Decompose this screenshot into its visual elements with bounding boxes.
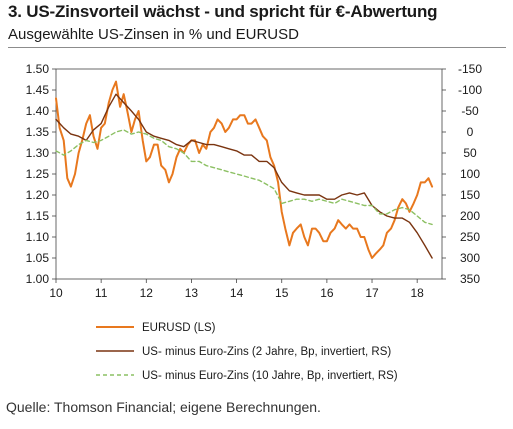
right-axis-tick-label: 50 [463,146,477,160]
series-line-3 [55,129,433,226]
left-axis-tick-label: 1.30 [26,146,50,160]
left-axis-tick-label: 1.50 [26,62,50,76]
right-axis-tick-label: -50 [461,104,479,118]
right-axis-tick-label: 200 [460,209,480,223]
legend-label-3: US- minus Euro-Zins (10 Jahre, Bp, inver… [142,370,398,382]
x-axis-tick-label: 17 [365,286,379,300]
left-axis-tick-label: 1.20 [26,188,50,202]
x-axis-tick-label: 16 [320,286,334,300]
right-axis-tick-label: 0 [467,125,474,139]
right-axis-tick-label: 100 [460,167,480,181]
right-axis-tick-label: -150 [458,62,482,76]
x-axis-tick-label: 11 [95,286,108,300]
series-line-2 [55,93,433,259]
left-axis-tick-label: 1.40 [26,104,50,118]
legend-label-1: EURUSD (LS) [142,322,216,334]
right-axis-tick-label: 300 [460,251,480,265]
series-line-1 [55,80,434,259]
chart-title: 3. US-Zinsvorteil wächst - und spricht f… [8,2,438,21]
right-axis-tick-label: 350 [460,272,480,286]
right-axis-tick-label: 150 [460,188,480,202]
left-axis-tick-label: 1.05 [26,251,50,265]
x-axis-tick-label: 10 [49,286,63,300]
left-axis-tick-label: 1.00 [26,272,50,286]
source-note: Quelle: Thomson Financial; eigene Berech… [6,399,321,415]
x-axis-tick-label: 15 [275,286,289,300]
left-axis-tick-label: 1.10 [26,230,50,244]
right-axis-tick-label: -100 [458,83,482,97]
x-axis-tick-label: 12 [140,286,154,300]
legend-label-2: US- minus Euro-Zins (2 Jahre, Bp, invert… [142,346,391,358]
x-axis-tick-label: 18 [410,286,424,300]
left-axis-tick-label: 1.25 [26,167,50,181]
left-axis-tick-label: 1.45 [26,83,50,97]
chart-subtitle: Ausgewählte US-Zinsen in % und EURUSD [8,26,299,43]
left-axis-tick-label: 1.35 [26,125,50,139]
right-axis-tick-label: 250 [460,230,480,244]
x-axis-tick-label: 14 [230,286,244,300]
x-axis-tick-label: 13 [185,286,199,300]
plot-frame [55,68,443,280]
title-divider [8,47,506,48]
left-axis-tick-label: 1.15 [26,209,50,223]
